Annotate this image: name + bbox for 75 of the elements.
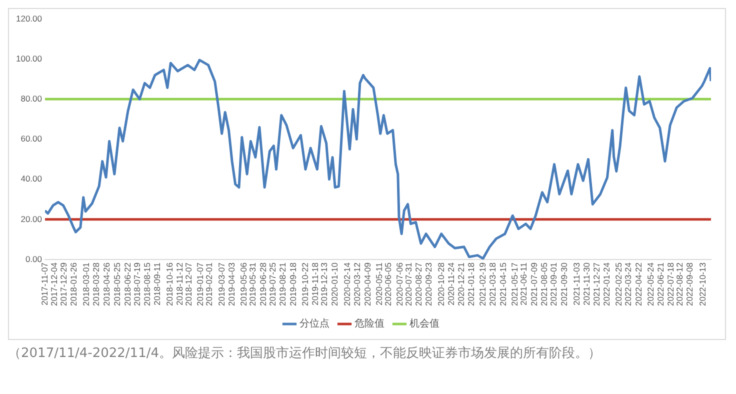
x-tick-label: 2020-04-09 xyxy=(362,262,372,306)
x-tick-label: 2020-06-05 xyxy=(383,262,394,306)
x-tick-label: 2019-09-18 xyxy=(288,262,298,306)
x-tick-label: 2021-01-18 xyxy=(466,262,476,306)
x-tick-label: 2018-06-22 xyxy=(122,262,132,306)
x-tick-label: 2017-12-04 xyxy=(49,262,60,306)
x-tick-label: 2021-09-01 xyxy=(548,262,559,306)
y-tick-label: 40.00 xyxy=(20,174,42,184)
x-tick-label: 2018-07-19 xyxy=(132,262,142,306)
x-tick-label: 2019-05-06 xyxy=(238,262,248,306)
x-tick-label: 2021-07-09 xyxy=(528,262,539,306)
legend-label: 危险值 xyxy=(354,318,384,330)
x-tick-label: 2018-10-16 xyxy=(164,262,175,306)
x-tick-label: 2021-06-11 xyxy=(518,262,529,306)
x-tick-label: 2020-07-06 xyxy=(394,262,404,306)
y-tick-label: 120.00 xyxy=(16,13,42,24)
x-tick-label: 2018-03-01 xyxy=(80,262,91,306)
x-tick-label: 2020-09-23 xyxy=(423,262,434,306)
x-tick-label: 2021-12-27 xyxy=(591,262,602,306)
x-tick-label: 2018-05-25 xyxy=(112,262,122,306)
x-tick-label: 2021-11-30 xyxy=(581,262,592,306)
x-tick-label: 2020-03-12 xyxy=(352,262,362,306)
legend-label: 机会值 xyxy=(410,318,440,330)
x-tick-label: 2022-09-08 xyxy=(684,262,695,306)
text: （2017/11/4-2022/11/4。风险提示：我国股市运作时间较短，不能反映证券市场发展的所有阶段。） xyxy=(8,345,602,363)
x-tick-label: 2022-07-18 xyxy=(666,262,676,306)
x-tick-label: 2021-09-30 xyxy=(559,262,570,306)
x-tick-label: 2019-12-13 xyxy=(319,262,330,306)
x-tick-label: 2021-05-17 xyxy=(510,262,520,306)
x-tick-label: 2018-08-15 xyxy=(142,262,152,306)
x-tick-label: 2019-04-03 xyxy=(226,262,236,306)
x-tick-label: 2019-03-07 xyxy=(216,262,227,306)
x-tick-label: 2019-10-22 xyxy=(300,262,310,306)
x-tick-label: 2018-01-26 xyxy=(68,262,79,306)
x-tick-label: 2018-04-26 xyxy=(101,262,112,306)
x-tick-label: 2019-01-07 xyxy=(194,262,205,306)
x-tick-label: 2020-01-10 xyxy=(329,262,340,306)
x-tick-label: 2020-02-14 xyxy=(342,262,352,306)
x-tick-label: 2017-11-07 xyxy=(39,262,50,306)
x-tick-label: 2020-08-27 xyxy=(413,262,424,306)
y-tick-label: 60.00 xyxy=(20,134,42,144)
y-tick-label: 100.00 xyxy=(16,53,42,64)
x-tick-label: 2022-05-24 xyxy=(645,262,656,306)
x-tick-label: 2022-08-12 xyxy=(674,262,685,306)
x-tick-label: 2022-01-24 xyxy=(602,262,612,306)
x-tick-label: 2020-10-28 xyxy=(436,262,446,306)
x-tick-label: 2019-02-01 xyxy=(204,262,214,306)
x-tick-label: 2022-10-13 xyxy=(697,262,708,306)
y-tick-label: 20.00 xyxy=(20,214,42,224)
legend-label: 分位点 xyxy=(300,318,330,330)
x-tick-label: 2022-04-22 xyxy=(634,262,644,306)
x-tick-label: 2018-03-28 xyxy=(90,262,101,306)
x-tick-label: 2021-08-05 xyxy=(538,262,549,306)
x-tick-label: 2022-02-25 xyxy=(613,262,624,306)
x-tick-label: 2021-11-03 xyxy=(572,262,582,306)
x-tick-label: 2022-06-21 xyxy=(656,262,666,306)
x-tick-label: 2019-11-18 xyxy=(310,262,320,306)
x-tick-label: 2021-03-18 xyxy=(488,262,498,306)
x-tick-label: 2021-02-19 xyxy=(478,262,488,306)
x-tick-label: 2018-09-11 xyxy=(152,262,162,306)
x-tick-label: 2019-06-28 xyxy=(258,262,268,306)
x-tick-label: 2022-03-24 xyxy=(623,262,634,306)
x-tick-label: 2020-07-31 xyxy=(404,262,414,306)
x-tick-label: 2020-05-11 xyxy=(374,262,384,306)
x-tick-label: 2020-11-24 xyxy=(446,262,456,306)
x-tick-label: 2018-11-12 xyxy=(174,262,185,306)
x-tick-label: 2019-05-31 xyxy=(248,262,258,306)
x-tick-label: 2019-08-21 xyxy=(278,262,288,306)
y-tick-label: 0.00 xyxy=(25,254,42,264)
y-tick-label: 80.00 xyxy=(20,94,42,104)
x-tick-label: 2021-04-15 xyxy=(498,262,508,306)
x-tick-label: 2018-12-07 xyxy=(184,262,194,306)
x-tick-label: 2020-12-21 xyxy=(456,262,466,306)
x-tick-label: 2017-12-29 xyxy=(58,262,68,306)
x-tick-label: 2019-07-25 xyxy=(268,262,278,306)
